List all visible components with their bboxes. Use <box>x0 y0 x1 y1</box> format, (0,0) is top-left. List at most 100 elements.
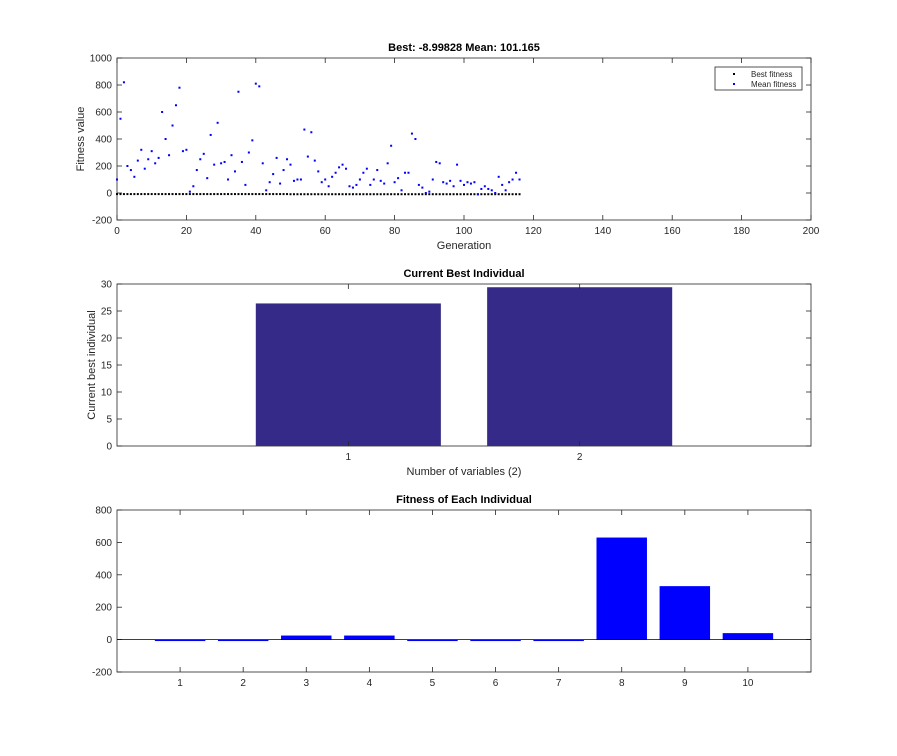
mean-fitness-point <box>515 171 518 174</box>
y-tick-label: 400 <box>95 135 112 146</box>
best-fitness-point <box>331 193 334 196</box>
y-tick-label: 200 <box>95 162 112 173</box>
mean-fitness-point <box>393 181 396 184</box>
best-fitness-point <box>428 193 431 196</box>
best-fitness-point <box>515 193 518 196</box>
mean-fitness-point <box>497 175 500 178</box>
mean-fitness-point <box>220 162 223 165</box>
y-tick-label: 800 <box>95 506 112 517</box>
mean-fitness-point <box>133 175 136 178</box>
y-tick-label: 0 <box>106 442 112 453</box>
mean-fitness-point <box>317 170 320 173</box>
mean-fitness-point <box>174 104 177 107</box>
best-individual-ylabel: Current best individual <box>86 310 98 419</box>
best-fitness-point <box>518 193 521 196</box>
x-tick-label: 4 <box>367 678 373 689</box>
y-tick-label: 600 <box>95 538 112 549</box>
mean-fitness-point <box>223 160 226 163</box>
best-fitness-point <box>209 193 212 196</box>
best-fitness-point <box>424 193 427 196</box>
mean-fitness-point <box>209 133 212 136</box>
mean-fitness-point <box>136 159 139 162</box>
x-tick-label: 2 <box>240 678 246 689</box>
best-fitness-point <box>480 193 483 196</box>
mean-fitness-point <box>414 138 417 140</box>
mean-fitness-point <box>490 189 493 192</box>
mean-fitness-point <box>122 81 125 84</box>
mean-fitness-point <box>466 181 469 184</box>
best-fitness-point <box>247 193 250 196</box>
best-fitness-point <box>129 193 132 196</box>
mean-fitness-point <box>473 181 476 184</box>
best-fitness-point <box>161 193 164 196</box>
mean-fitness-point <box>508 181 511 184</box>
x-tick-label: 160 <box>664 226 681 237</box>
best-fitness-point <box>369 193 372 196</box>
y-tick-label: -200 <box>92 216 112 227</box>
x-tick-label: 200 <box>803 226 820 237</box>
best-fitness-point <box>449 193 452 196</box>
mean-fitness-point <box>442 181 445 184</box>
best-fitness-point <box>508 193 511 196</box>
mean-fitness-point <box>143 167 146 170</box>
fitness-plot-frame <box>116 57 812 221</box>
x-tick-label: 2 <box>577 452 583 463</box>
best-fitness-point <box>397 193 400 196</box>
mean-fitness-point <box>362 171 365 174</box>
mean-fitness-point <box>303 128 306 131</box>
best-fitness-point <box>494 193 497 196</box>
best-fitness-point <box>310 193 313 196</box>
best-fitness-point <box>220 193 223 196</box>
legend-marker-mean-fitness <box>733 83 735 85</box>
best-fitness-point <box>327 193 330 196</box>
fitness-plot-points <box>116 81 521 196</box>
y-tick-label: 10 <box>101 388 113 399</box>
individual-fitness-bars <box>117 537 811 642</box>
best-fitness-point <box>417 193 420 196</box>
mean-fitness-point <box>279 182 282 185</box>
best-fitness-point <box>497 193 500 196</box>
mean-fitness-point <box>306 155 309 158</box>
individual-fitness-plot: -200 0 200 400 600 800 1 2 3 4 5 6 7 8 9 10 Fitness of… <box>92 494 812 689</box>
best-fitness-point <box>136 193 139 196</box>
x-tick-label: 1 <box>177 678 183 689</box>
mean-fitness-point <box>487 187 490 190</box>
individual-fitness-y-ticks: -200 0 200 400 600 800 <box>92 506 811 679</box>
mean-fitness-point <box>376 169 379 172</box>
mean-fitness-point <box>456 163 459 166</box>
best-fitness-point <box>244 193 247 196</box>
best-fitness-point <box>410 193 413 196</box>
best-fitness-point <box>438 193 441 196</box>
mean-fitness-point <box>404 171 407 174</box>
best-fitness-point <box>168 193 171 196</box>
mean-fitness-point <box>383 182 386 185</box>
best-fitness-point <box>483 193 486 196</box>
mean-fitness-point <box>334 171 337 174</box>
mean-fitness-point <box>254 82 257 85</box>
mean-fitness-point <box>251 139 254 142</box>
mean-fitness-point <box>421 186 424 189</box>
mean-fitness-point <box>369 183 372 186</box>
x-tick-label: 60 <box>320 226 332 237</box>
mean-fitness-point <box>410 132 413 135</box>
mean-fitness-point <box>324 178 327 181</box>
fitness-plot-y-ticks: -200 0 200 400 600 800 1000 <box>90 54 811 227</box>
mean-fitness-point <box>327 185 330 188</box>
x-tick-label: 1 <box>346 452 352 463</box>
best-fitness-point <box>254 193 257 196</box>
x-tick-label: 10 <box>742 678 754 689</box>
x-tick-label: 40 <box>250 226 262 237</box>
best-fitness-point <box>185 193 188 196</box>
mean-fitness-point <box>154 162 157 165</box>
best-individual-bars <box>255 287 673 446</box>
fitness-plot-xlabel: Generation <box>437 240 491 252</box>
best-fitness-point <box>240 193 243 196</box>
mean-fitness-point <box>227 178 230 181</box>
best-fitness-point <box>445 193 448 196</box>
best-fitness-point <box>122 193 125 196</box>
y-tick-label: 20 <box>101 334 113 345</box>
best-individual-plot-title: Current Best Individual <box>403 268 524 280</box>
